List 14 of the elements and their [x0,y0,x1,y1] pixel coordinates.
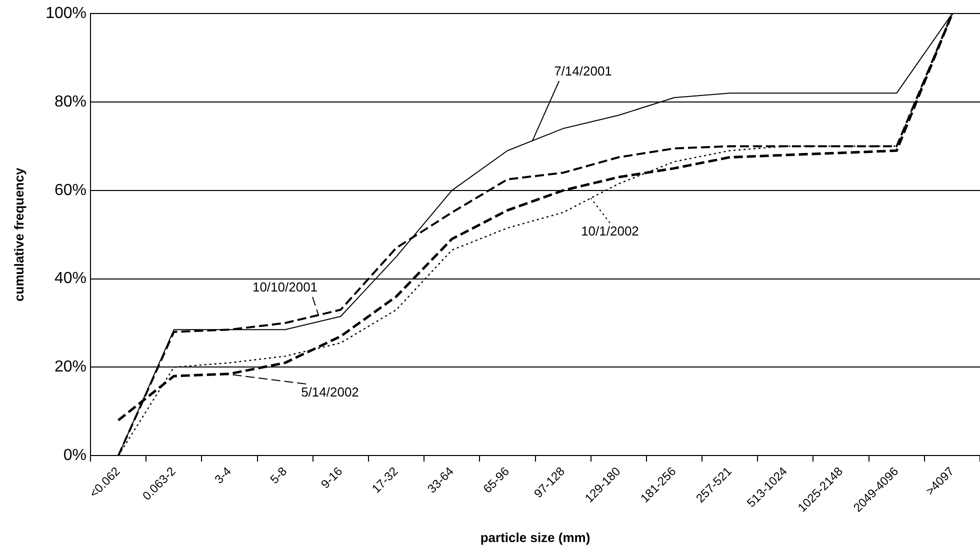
text: 5/14/2002 [301,384,359,400]
legend-label: 10/1/2002 [581,224,639,239]
series-label: 10/10/2001 [252,280,318,295]
y-tick-label: 60% [54,182,87,199]
text: 7/14/2001 [554,64,612,79]
y-tick-label: 20% [54,358,87,376]
y-axis-title: cumulative frequency [11,167,26,302]
y-tick-label: 0% [63,447,87,464]
y-tick-label: 80% [54,93,87,110]
x-tick-label: 5-8 [267,464,290,486]
y-tick-label: 40% [54,270,87,288]
x-axis-title: particle size (mm) [480,530,590,545]
y-tick-label: 100% [46,5,87,22]
x-tick-label: 3-4 [212,464,234,486]
